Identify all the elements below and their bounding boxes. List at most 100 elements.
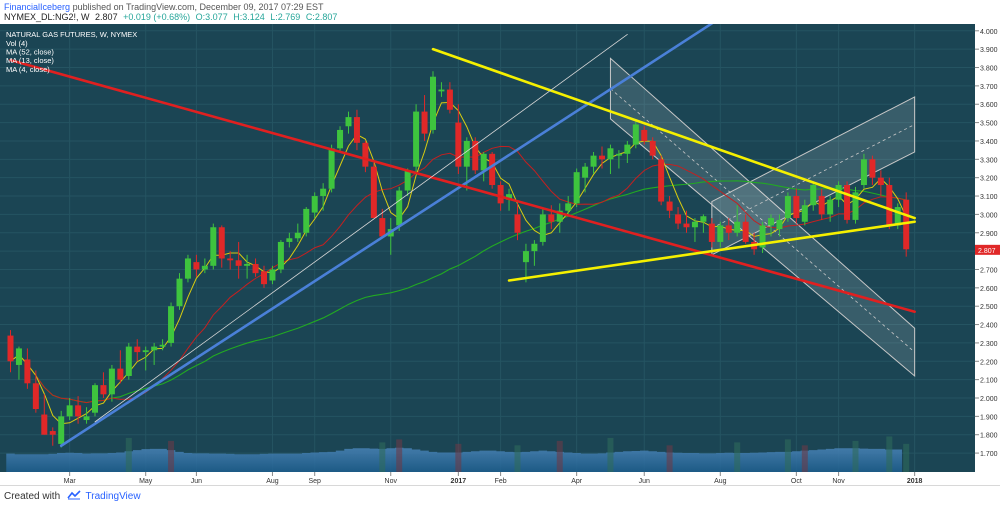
candle (472, 140, 479, 171)
candle (844, 185, 851, 220)
price-change: +0.019 (+0.68%) (123, 12, 191, 22)
price-tick-label: 2.300 (980, 341, 998, 348)
candle (311, 196, 318, 213)
candle (607, 148, 614, 160)
price-tick-label: 2.100 (980, 378, 998, 385)
time-tick-label: Aug (714, 478, 727, 485)
tradingview-link[interactable]: TradingView (85, 491, 141, 502)
candle (193, 262, 200, 270)
price-tick-label: 3.200 (980, 176, 998, 183)
candle (455, 122, 462, 167)
candle (590, 155, 597, 167)
time-axis-labels: Mar May Jun Aug Sep Nov 2017 Feb Apr Jun Aug Oct Nov… (64, 472, 923, 485)
ma-52-line (10, 180, 907, 404)
volume-bars (6, 436, 910, 472)
time-tick-label: Nov (832, 478, 845, 485)
time-tick-label: Nov (385, 478, 398, 485)
candle (548, 214, 555, 222)
price-tick-label: 2.000 (980, 396, 998, 403)
candle (24, 359, 31, 384)
candle (776, 219, 783, 230)
legend-entry: MA (52, close) (6, 48, 54, 57)
candle (649, 140, 656, 156)
time-tick-label: Feb (495, 478, 507, 485)
price-chart[interactable]: 4.000 3.900 3.800 3.700 3.600 3.500 3.400 3.300… (0, 22, 1000, 485)
candle (734, 221, 741, 233)
price-tick-label: 3.700 (980, 84, 998, 91)
candle (691, 221, 698, 228)
grid (0, 24, 975, 472)
candle (362, 142, 369, 167)
candle (506, 194, 513, 200)
candle (379, 218, 386, 237)
price-tick-label: 3.900 (980, 47, 998, 54)
volume-spike (455, 443, 462, 472)
time-tick-label: Mar (64, 478, 77, 485)
candle (184, 258, 191, 279)
price-tick-label: 2.900 (980, 231, 998, 238)
candle (227, 258, 234, 261)
volume-area (6, 447, 902, 472)
candle (903, 199, 910, 250)
candle (396, 190, 403, 226)
time-axis[interactable] (0, 472, 975, 485)
candle (320, 188, 327, 197)
author-link[interactable]: FinancialIceberg (4, 2, 71, 12)
candle (100, 385, 107, 395)
price-tick-label: 3.300 (980, 157, 998, 164)
lower-triangle-yellow (507, 220, 916, 282)
close-value: C:2.807 (305, 12, 338, 22)
candle (860, 159, 867, 186)
candle (801, 205, 808, 222)
candle (438, 89, 445, 92)
candle (277, 241, 284, 270)
plot-background (0, 24, 975, 472)
price-tick-label: 2.700 (980, 267, 998, 274)
candle (446, 89, 453, 110)
volume-spike (396, 439, 403, 472)
chart-title: NATURAL GAS FUTURES, W, NYMEX (6, 30, 137, 39)
publish-date: published on TradingView.com, December 0… (72, 2, 324, 12)
candle (413, 111, 420, 167)
candle (489, 153, 496, 186)
price-tick-label: 3.000 (980, 212, 998, 219)
candle (641, 129, 648, 141)
time-tick-label: Jun (191, 478, 202, 485)
time-tick-label: Oct (791, 478, 802, 485)
candle (345, 117, 352, 127)
candle (252, 263, 259, 274)
candle (768, 218, 774, 226)
candle (108, 368, 115, 395)
created-with-text: Created with (4, 491, 61, 502)
candle (15, 348, 22, 365)
candle (261, 271, 267, 285)
candle (886, 185, 893, 226)
candle (463, 140, 470, 167)
trendlines[interactable] (9, 22, 916, 448)
candle (615, 153, 622, 156)
low-value: L:2.769 (270, 12, 301, 22)
last-price-box (975, 244, 1000, 255)
price-tick-label: 4.000 (980, 29, 998, 36)
candle (159, 344, 166, 347)
candle (666, 201, 673, 211)
tradingview-logo-icon (67, 490, 81, 500)
candle (83, 416, 90, 421)
price-tick-label: 3.800 (980, 66, 998, 73)
candle (658, 159, 665, 202)
volume-spike (168, 440, 175, 472)
candle (201, 265, 208, 270)
last-price-text: 2.807 (978, 248, 996, 255)
candle (793, 196, 800, 219)
chart-area[interactable]: 4.000 3.900 3.800 3.700 3.600 3.500 3.400 3.300… (0, 22, 1000, 485)
candle (168, 306, 175, 343)
candle (827, 199, 834, 215)
price-tick-label: 3.400 (980, 139, 998, 146)
candle (675, 214, 682, 224)
volume-spike (514, 445, 521, 472)
candle (142, 350, 149, 353)
volume-spike (903, 443, 910, 472)
candle (624, 144, 631, 154)
candle (269, 269, 276, 281)
price-tick-label: 2.500 (980, 304, 998, 311)
